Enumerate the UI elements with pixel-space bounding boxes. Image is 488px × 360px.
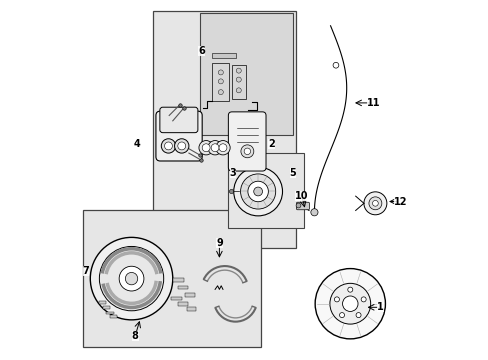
Bar: [187, 307, 196, 311]
Circle shape: [339, 312, 344, 318]
Circle shape: [332, 62, 338, 68]
Bar: [212, 53, 235, 58]
Circle shape: [329, 283, 370, 324]
Circle shape: [247, 181, 268, 202]
Circle shape: [363, 192, 386, 215]
Bar: [212, 63, 229, 101]
Text: 4: 4: [133, 139, 140, 149]
Bar: [178, 302, 188, 306]
Circle shape: [334, 297, 339, 302]
Bar: [199, 13, 292, 135]
Circle shape: [119, 266, 143, 291]
Circle shape: [342, 296, 357, 311]
Circle shape: [372, 201, 378, 206]
Bar: [106, 312, 113, 315]
Circle shape: [218, 90, 223, 95]
Text: 8: 8: [131, 331, 138, 341]
Circle shape: [241, 145, 253, 158]
Circle shape: [233, 167, 282, 216]
Bar: [228, 153, 303, 228]
Text: 1: 1: [377, 302, 384, 312]
Circle shape: [174, 139, 188, 153]
Circle shape: [236, 68, 241, 73]
Circle shape: [347, 287, 352, 292]
Text: 12: 12: [393, 197, 407, 207]
Circle shape: [244, 148, 250, 154]
Circle shape: [161, 139, 175, 153]
Circle shape: [310, 209, 317, 216]
Circle shape: [314, 269, 385, 339]
Circle shape: [125, 273, 138, 285]
Circle shape: [236, 88, 241, 93]
Text: 2: 2: [267, 139, 274, 149]
Circle shape: [361, 297, 366, 302]
Text: 7: 7: [82, 266, 89, 276]
Bar: [171, 297, 182, 300]
Circle shape: [90, 237, 172, 320]
Bar: [185, 293, 194, 297]
FancyBboxPatch shape: [296, 202, 309, 210]
Text: 9: 9: [216, 238, 223, 248]
Circle shape: [236, 77, 241, 82]
FancyBboxPatch shape: [156, 111, 202, 161]
Circle shape: [218, 79, 223, 84]
Text: 3: 3: [229, 168, 236, 178]
Circle shape: [240, 174, 275, 209]
Circle shape: [178, 142, 185, 150]
Bar: [110, 315, 117, 318]
Circle shape: [215, 140, 230, 155]
Bar: [99, 301, 106, 304]
Circle shape: [99, 247, 163, 311]
Bar: [102, 306, 110, 309]
Circle shape: [164, 142, 172, 150]
Text: 11: 11: [366, 98, 380, 108]
Circle shape: [199, 140, 213, 155]
Circle shape: [355, 312, 360, 318]
Circle shape: [368, 197, 381, 210]
Bar: [153, 12, 296, 248]
Circle shape: [253, 187, 262, 196]
Circle shape: [207, 140, 222, 155]
Text: 6: 6: [198, 46, 204, 56]
Bar: [83, 211, 260, 347]
Text: 10: 10: [295, 191, 308, 201]
Circle shape: [219, 144, 226, 152]
Circle shape: [211, 144, 219, 152]
Bar: [172, 278, 183, 282]
FancyBboxPatch shape: [228, 112, 265, 171]
FancyBboxPatch shape: [160, 107, 198, 133]
Bar: [178, 286, 188, 289]
Text: 5: 5: [289, 168, 296, 178]
Circle shape: [218, 70, 223, 75]
Bar: [231, 65, 245, 99]
Circle shape: [202, 144, 210, 152]
